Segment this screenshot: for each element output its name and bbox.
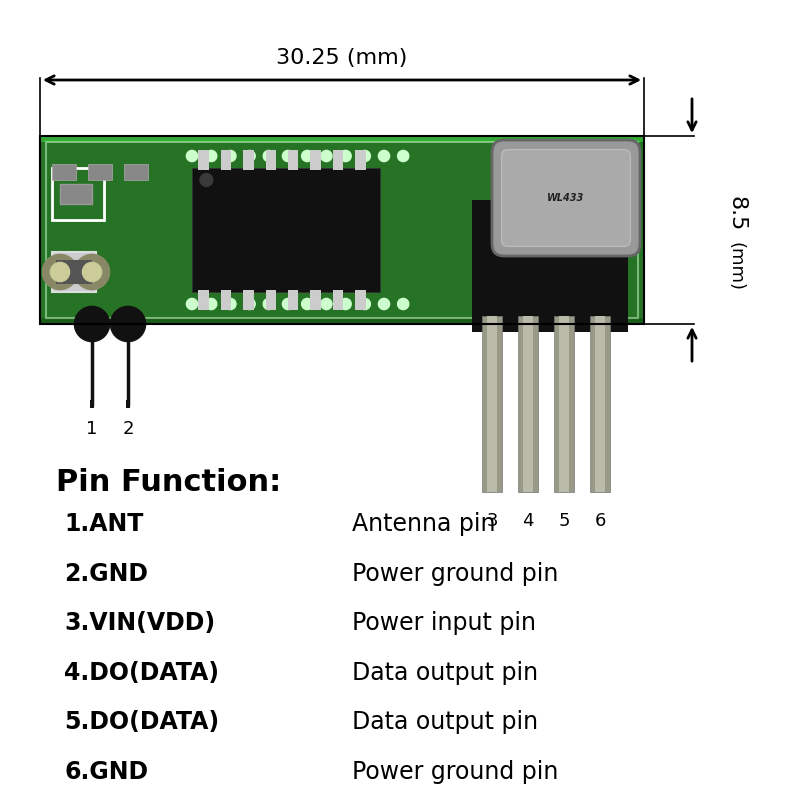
Bar [288,150,298,170]
Bar [595,316,605,492]
Bar [310,150,321,170]
Circle shape [378,150,390,162]
Bar [523,316,533,492]
Circle shape [263,298,274,310]
Text: Antenna pin: Antenna pin [352,512,495,536]
Circle shape [282,298,294,310]
Text: (mm): (mm) [727,242,745,290]
Text: 1.ANT: 1.ANT [64,512,143,536]
Circle shape [206,150,217,162]
Bar [472,200,628,332]
Bar [333,290,343,310]
Circle shape [302,298,313,310]
Bar [487,316,497,492]
Bar [355,150,366,170]
Text: 5.DO(DATA): 5.DO(DATA) [64,710,219,734]
Text: Power input pin: Power input pin [352,611,536,635]
Circle shape [74,254,110,290]
Text: Power ground pin: Power ground pin [352,760,558,784]
Circle shape [398,298,409,310]
Bar [40,136,644,324]
Bar [221,290,231,310]
Bar [333,150,343,170]
Text: 6.GND: 6.GND [64,760,148,784]
Circle shape [263,150,274,162]
Circle shape [186,298,198,310]
Circle shape [74,306,110,342]
Text: 8.5: 8.5 [726,196,746,232]
Circle shape [359,298,370,310]
Circle shape [186,150,198,162]
Bar [88,164,112,180]
Bar [56,260,92,284]
Bar [518,316,538,492]
Circle shape [42,254,78,290]
FancyBboxPatch shape [492,140,640,256]
Text: 6: 6 [594,512,606,530]
Bar [198,290,209,310]
Bar [40,136,644,142]
Circle shape [321,298,332,310]
Circle shape [321,150,332,162]
Bar [192,168,380,292]
Bar [482,316,502,492]
Text: Data output pin: Data output pin [352,661,538,685]
Circle shape [225,150,236,162]
Bar [310,290,321,310]
Bar [52,168,104,220]
Text: 5: 5 [558,512,570,530]
Text: 2: 2 [122,420,134,438]
Circle shape [340,150,351,162]
Text: 4.DO(DATA): 4.DO(DATA) [64,661,219,685]
Bar [266,150,276,170]
Bar [243,150,254,170]
Text: 30.25 (mm): 30.25 (mm) [276,48,408,68]
Bar [288,290,298,310]
Text: Data output pin: Data output pin [352,710,538,734]
Bar [60,184,92,204]
Text: WL433: WL433 [547,193,585,203]
Bar [90,400,94,408]
Bar [590,316,610,492]
Text: 3.VIN(VDD): 3.VIN(VDD) [64,611,215,635]
Bar [40,136,644,324]
Bar [124,164,148,180]
Circle shape [82,262,102,282]
Circle shape [50,262,70,282]
Bar [266,290,276,310]
Bar [46,142,638,318]
Circle shape [340,298,351,310]
Circle shape [282,150,294,162]
FancyBboxPatch shape [502,150,630,246]
Bar [355,290,366,310]
Text: 2.GND: 2.GND [64,562,148,586]
Bar [52,252,96,292]
Circle shape [225,298,236,310]
Bar [52,164,76,180]
Text: Pin Function:: Pin Function: [56,468,282,497]
Text: 3: 3 [486,512,498,530]
Circle shape [359,150,370,162]
Circle shape [378,298,390,310]
Bar [40,318,644,324]
Circle shape [244,150,255,162]
Bar [126,400,130,408]
Bar [559,316,569,492]
Circle shape [206,298,217,310]
Text: 1: 1 [86,420,98,438]
Text: Power ground pin: Power ground pin [352,562,558,586]
Bar [221,150,231,170]
Circle shape [244,298,255,310]
Circle shape [110,306,146,342]
Circle shape [398,150,409,162]
Bar [554,316,574,492]
Bar [198,150,209,170]
Circle shape [302,150,313,162]
Circle shape [200,174,213,186]
Bar [243,290,254,310]
Text: 4: 4 [522,512,534,530]
